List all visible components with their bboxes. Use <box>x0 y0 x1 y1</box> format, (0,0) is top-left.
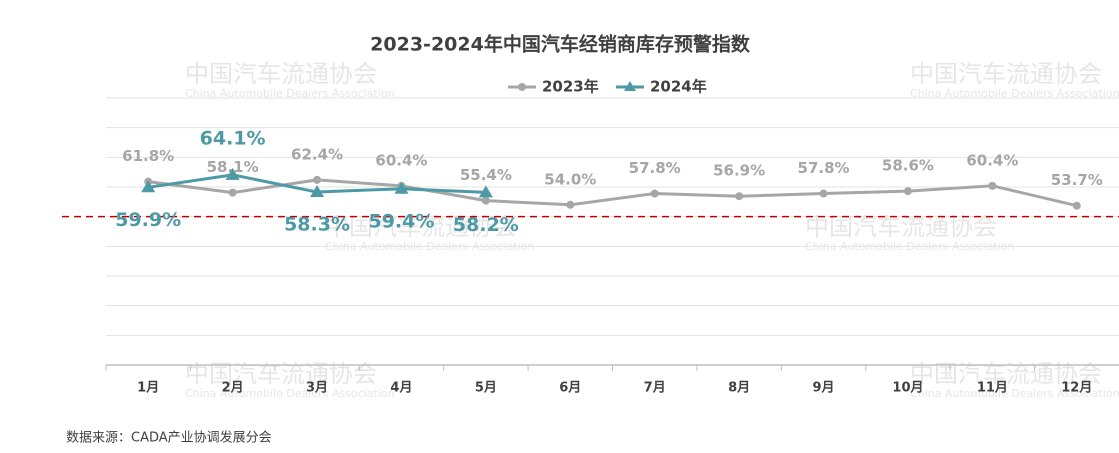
marker <box>1072 201 1081 210</box>
x-tick-label: 3月 <box>306 381 328 396</box>
marker <box>141 180 156 193</box>
legend-label: 2023年 <box>542 78 599 96</box>
data-label: 58.1% <box>207 158 259 176</box>
data-label: 59.9% <box>115 209 181 231</box>
watermark: China Automobile Dealers Association <box>185 387 394 400</box>
legend-marker <box>624 81 636 91</box>
marker <box>313 175 322 184</box>
marker <box>310 185 325 198</box>
data-label: 53.7% <box>1051 171 1103 189</box>
marker <box>988 181 997 190</box>
marker <box>481 196 490 205</box>
data-label: 57.8% <box>629 159 681 177</box>
data-label: 58.6% <box>882 157 934 175</box>
legend-marker <box>518 83 526 91</box>
x-tick-label: 10月 <box>892 381 923 396</box>
x-tick-label: 12月 <box>1061 381 1092 396</box>
marker <box>735 192 744 201</box>
data-label: 60.4% <box>375 151 427 169</box>
data-label: 57.8% <box>798 159 850 177</box>
watermark: China Automobile Dealers Association <box>185 87 394 100</box>
x-tick-label: 11月 <box>977 381 1008 396</box>
data-label: 64.1% <box>200 127 266 149</box>
x-tick-label: 5月 <box>475 381 497 396</box>
data-label: 55.4% <box>460 166 512 184</box>
x-tick-label: 9月 <box>813 381 835 396</box>
data-label: 58.3% <box>284 214 350 236</box>
data-label: 60.4% <box>966 151 1018 169</box>
source-note: 数据来源：CADA产业协调发展分会 <box>66 430 272 446</box>
marker <box>394 181 409 194</box>
watermark: 中国汽车流通协会 <box>325 213 517 241</box>
chart-title: 2023-2024年中国汽车经销商库存预警指数 <box>370 33 751 56</box>
data-label: 56.9% <box>713 162 765 180</box>
watermark: 中国汽车流通协会 <box>910 60 1102 88</box>
marker <box>225 167 240 180</box>
x-tick-label: 8月 <box>728 381 750 396</box>
watermark: 中国汽车流通协会 <box>185 60 377 88</box>
marker <box>819 189 828 198</box>
watermark: 中国汽车流通协会 <box>805 213 997 241</box>
x-tick-label: 7月 <box>644 381 666 396</box>
data-label: 61.8% <box>122 147 174 165</box>
series-line <box>148 178 1078 208</box>
x-tick-label: 4月 <box>390 381 412 396</box>
x-tick-label: 6月 <box>559 381 581 396</box>
watermark: 中国汽车流通协会 <box>185 360 377 388</box>
data-label: 62.4% <box>291 145 343 163</box>
marker <box>478 185 493 198</box>
marker <box>650 189 659 198</box>
x-tick-label: 2月 <box>222 381 244 396</box>
data-label: 59.4% <box>368 210 434 232</box>
data-label: 54.0% <box>544 170 596 188</box>
marker <box>566 200 575 209</box>
marker <box>903 187 912 196</box>
x-tick-label: 1月 <box>137 381 159 396</box>
data-label: 58.2% <box>453 214 519 236</box>
watermark: China Automobile Dealers Association <box>910 87 1119 100</box>
marker <box>228 188 237 197</box>
legend-label: 2024年 <box>650 78 707 96</box>
watermark: China Automobile Dealers Association <box>910 387 1119 400</box>
